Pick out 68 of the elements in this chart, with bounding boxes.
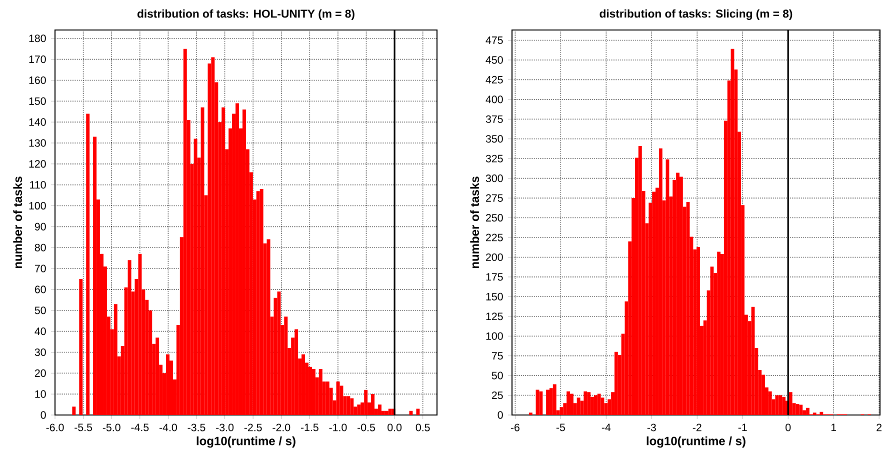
x-tick-label: 2 bbox=[876, 424, 882, 432]
x-tick-label: 1 bbox=[831, 424, 836, 432]
x-tick-label: -5.0 bbox=[102, 424, 120, 432]
y-tick-label: 30 bbox=[34, 348, 46, 356]
y-tick-label: 180 bbox=[29, 34, 46, 42]
x-tick-label: 0.0 bbox=[388, 424, 402, 432]
x-tick-label: 0 bbox=[786, 424, 791, 432]
x-tick-label: -4 bbox=[602, 424, 611, 432]
chart-title: distribution of tasks: Slicing (m = 8) bbox=[600, 9, 792, 20]
x-tick-label: -2 bbox=[692, 424, 702, 432]
y-tick-label: 10 bbox=[35, 390, 46, 398]
y-tick-label: 0 bbox=[40, 411, 46, 419]
y-tick-label: 400 bbox=[486, 96, 503, 104]
y-tick-label: 375 bbox=[486, 115, 503, 123]
y-tick-label: 50 bbox=[34, 306, 46, 314]
y-tick-label: 20 bbox=[34, 369, 46, 377]
x-tick-label: -3 bbox=[647, 424, 656, 432]
y-tick-label: 150 bbox=[29, 97, 46, 105]
y-tick-label: 110 bbox=[30, 181, 46, 189]
y-tick-label: 425 bbox=[486, 76, 503, 84]
x-axis-title: log10(runtime / s) bbox=[646, 436, 746, 448]
y-tick-label: 100 bbox=[29, 202, 46, 210]
y-axis-title: number of tasks bbox=[470, 176, 480, 268]
y-tick-label: 75 bbox=[492, 352, 503, 360]
y-tick-label: 90 bbox=[34, 222, 46, 230]
x-axis-title: log10(runtime / s) bbox=[196, 436, 296, 448]
y-tick-label: 25 bbox=[492, 392, 503, 400]
x-tick-label: -1.5 bbox=[300, 424, 318, 432]
y-tick-label: 350 bbox=[486, 135, 503, 143]
y-axis-title: number of tasks bbox=[13, 176, 22, 268]
y-tick-label: 0 bbox=[498, 411, 503, 419]
y-tick-label: 130 bbox=[29, 139, 46, 147]
y-tick-label: 450 bbox=[486, 56, 503, 64]
x-tick-label: -3.5 bbox=[188, 424, 206, 432]
x-tick-label: -6.0 bbox=[46, 424, 64, 432]
y-tick-label: 475 bbox=[486, 36, 503, 44]
y-tick-label: 325 bbox=[486, 154, 503, 162]
chart-title: distribution of tasks: HOL-UNITY (m = 8) bbox=[137, 9, 354, 20]
y-tick-label: 200 bbox=[486, 253, 503, 261]
y-tick-label: 125 bbox=[486, 312, 503, 320]
x-tick-label: 0.5 bbox=[416, 424, 430, 432]
x-tick-label: -3.0 bbox=[216, 424, 234, 432]
y-tick-label: 300 bbox=[486, 174, 503, 182]
x-tick-label: -5.5 bbox=[74, 424, 92, 432]
y-tick-label: 60 bbox=[34, 286, 46, 294]
y-tick-label: 140 bbox=[29, 118, 46, 126]
x-tick-label: -2.0 bbox=[272, 424, 290, 432]
x-tick-label: -0.5 bbox=[358, 424, 375, 432]
x-tick-label: -6 bbox=[510, 424, 520, 432]
y-tick-label: 225 bbox=[486, 234, 503, 242]
y-tick-label: 70 bbox=[34, 264, 46, 272]
x-tick-label: -2.5 bbox=[244, 424, 262, 432]
y-tick-label: 50 bbox=[492, 372, 503, 380]
y-tick-label: 250 bbox=[486, 214, 503, 222]
y-tick-label: 275 bbox=[486, 194, 503, 202]
y-tick-label: 100 bbox=[486, 332, 503, 340]
y-tick-label: 150 bbox=[486, 292, 503, 300]
x-tick-label: -5 bbox=[556, 424, 565, 432]
x-tick-label: -4.0 bbox=[159, 424, 177, 432]
x-tick-label: -1 bbox=[738, 424, 747, 432]
y-tick-label: 160 bbox=[29, 76, 46, 84]
y-tick-label: 120 bbox=[29, 160, 46, 168]
y-tick-label: 175 bbox=[486, 273, 503, 281]
y-tick-label: 40 bbox=[34, 328, 46, 336]
y-tick-label: 170 bbox=[29, 56, 46, 64]
y-tick-label: 80 bbox=[34, 244, 46, 252]
x-tick-label: -1.0 bbox=[329, 424, 347, 432]
x-tick-label: -4.5 bbox=[131, 424, 149, 432]
